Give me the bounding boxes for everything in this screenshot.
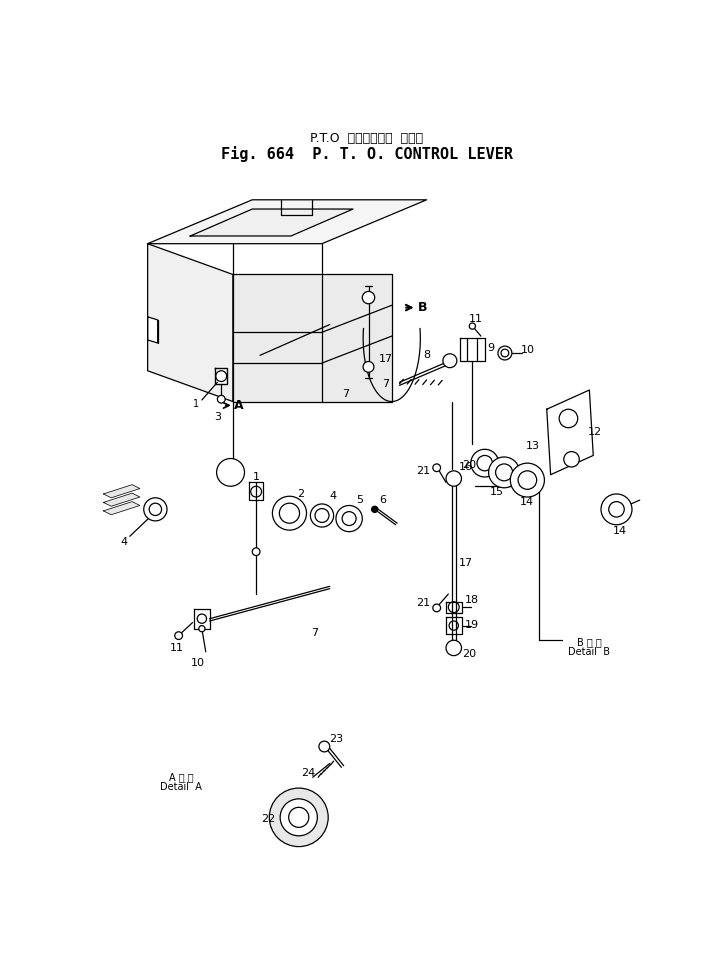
Circle shape [252,548,260,556]
Circle shape [279,503,299,523]
Circle shape [362,292,374,303]
Circle shape [280,799,317,836]
Circle shape [363,362,374,372]
Polygon shape [460,337,485,361]
Circle shape [144,498,167,521]
Circle shape [269,788,328,847]
Circle shape [199,626,205,632]
Polygon shape [147,317,158,343]
Text: 4: 4 [329,491,337,502]
Circle shape [498,346,512,360]
Circle shape [175,632,183,640]
Circle shape [216,370,227,382]
Text: 18: 18 [465,595,480,606]
Text: B 詳 細: B 詳 細 [577,637,601,646]
Circle shape [469,323,475,330]
Text: 8: 8 [423,350,430,361]
Circle shape [443,354,457,367]
Circle shape [446,641,462,656]
Circle shape [488,457,520,488]
Text: Detail  B: Detail B [569,646,610,657]
Polygon shape [249,482,263,501]
Text: 7: 7 [342,389,349,399]
Circle shape [342,511,356,526]
Text: Fig. 664  P. T. O. CONTROL LEVER: Fig. 664 P. T. O. CONTROL LEVER [221,146,513,162]
Polygon shape [194,609,210,629]
Circle shape [336,505,362,532]
Polygon shape [233,274,392,401]
Circle shape [217,459,244,486]
Circle shape [319,741,330,752]
Text: P.T.O  コントロール  レバー: P.T.O コントロール レバー [311,132,423,145]
Text: Detail  A: Detail A [160,781,202,791]
Text: 6: 6 [379,495,386,505]
Text: A: A [233,399,243,412]
Text: 13: 13 [526,441,540,451]
Polygon shape [103,502,140,515]
Circle shape [601,494,632,525]
Circle shape [563,452,579,467]
Text: 7: 7 [311,628,318,638]
Circle shape [433,464,440,471]
Text: 12: 12 [588,428,602,437]
Text: 20: 20 [463,649,476,659]
Polygon shape [215,368,228,384]
Text: 11: 11 [468,314,483,324]
Circle shape [559,409,578,428]
Polygon shape [103,493,140,506]
Text: 4: 4 [120,537,127,546]
Text: 17: 17 [459,558,473,569]
Circle shape [446,470,462,486]
Polygon shape [147,200,427,244]
Text: 2: 2 [296,489,304,499]
Polygon shape [147,244,233,401]
Text: 21: 21 [416,466,430,476]
Text: 3: 3 [214,412,221,422]
Circle shape [372,506,378,512]
Circle shape [471,449,499,477]
Text: 14: 14 [521,497,534,506]
Text: 17: 17 [379,354,392,364]
Polygon shape [446,602,463,612]
Text: 5: 5 [356,495,363,505]
Circle shape [315,508,329,522]
Circle shape [310,503,334,527]
Text: 14: 14 [614,526,627,536]
Circle shape [433,604,440,611]
Circle shape [511,463,544,497]
Text: 16: 16 [458,462,473,472]
Text: A 詳 細: A 詳 細 [169,773,193,782]
Circle shape [272,497,306,530]
Circle shape [501,349,509,357]
Text: 24: 24 [301,768,315,778]
Text: 20: 20 [463,460,476,469]
Text: 10: 10 [521,345,534,355]
Text: B: B [418,301,427,314]
Text: 19: 19 [465,620,480,630]
Text: 9: 9 [488,343,495,353]
Polygon shape [190,209,353,236]
Text: 10: 10 [191,658,205,669]
Circle shape [218,396,225,403]
Text: 15: 15 [489,487,503,498]
Text: 7: 7 [382,379,389,389]
Text: 1: 1 [253,472,260,482]
Text: 1: 1 [193,399,200,409]
Polygon shape [547,390,594,474]
Text: 11: 11 [170,642,184,653]
Text: 22: 22 [261,814,275,824]
Polygon shape [103,485,140,498]
Polygon shape [446,617,463,634]
Text: 21: 21 [416,599,430,608]
Text: 23: 23 [329,734,343,744]
